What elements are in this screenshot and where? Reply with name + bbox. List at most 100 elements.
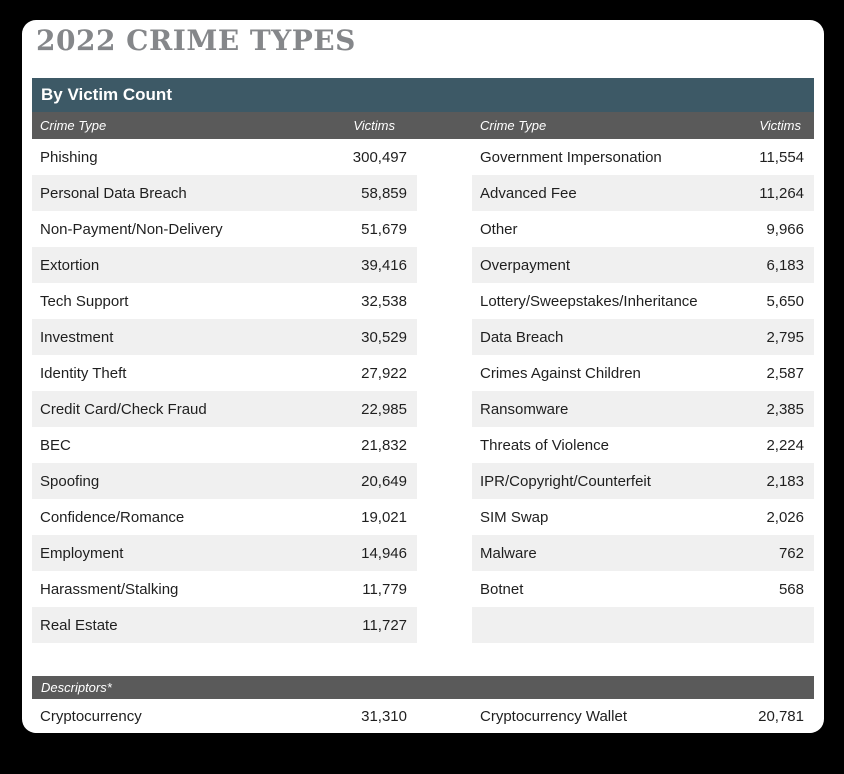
crime-type-cell: Identity Theft (40, 364, 127, 382)
table-row: Data Breach 2,795 (472, 319, 814, 355)
crime-type-cell: Extortion (40, 256, 100, 274)
column-header-victims: Victims (759, 118, 801, 133)
crime-type-cell: Cryptocurrency Wallet (480, 707, 627, 725)
table-row: Extortion 39,416 (32, 247, 417, 283)
crime-type-cell: Government Impersonation (480, 148, 662, 166)
victims-cell: 14,946 (361, 544, 407, 562)
victims-cell: 30,529 (361, 328, 407, 346)
crime-type-cell: Ransomware (480, 400, 569, 418)
crime-type-cell: IPR/Copyright/Counterfeit (480, 472, 651, 490)
table-row: Malware 762 (472, 535, 814, 571)
crime-type-cell: Non-Payment/Non-Delivery (40, 220, 223, 238)
table-row: Identity Theft 27,922 (32, 355, 417, 391)
table-rows-area: Phishing 300,497 Personal Data Breach 58,85… (32, 139, 814, 643)
table-row: Other 9,966 (472, 211, 814, 247)
column-header-gap (417, 112, 472, 139)
victims-cell: 27,922 (361, 364, 407, 382)
column-header-right: Crime Type Victims (472, 112, 814, 139)
victims-cell: 2,183 (766, 472, 804, 490)
column-header-victims: Victims (353, 118, 395, 133)
crime-type-cell: Spoofing (40, 472, 100, 490)
table-row (472, 607, 814, 643)
table-row: Advanced Fee 11,264 (472, 175, 814, 211)
crime-type-cell: Malware (480, 544, 537, 562)
section-header-by-victim-count: By Victim Count (32, 78, 814, 112)
victims-cell: 32,538 (361, 292, 407, 310)
table-row: Personal Data Breach 58,859 (32, 175, 417, 211)
table-row: Investment 30,529 (32, 319, 417, 355)
victims-cell: 6,183 (766, 256, 804, 274)
victims-cell: 762 (778, 544, 804, 562)
victims-cell: 2,026 (766, 508, 804, 526)
victims-cell: 20,781 (758, 707, 804, 725)
crime-type-cell: Real Estate (40, 616, 118, 634)
descriptor-pair: Cryptocurrency Wallet 20,781 (472, 708, 814, 725)
table-row: BEC 21,832 (32, 427, 417, 463)
column-header-bar: Crime Type Victims Crime Type Victims (32, 112, 814, 139)
victims-cell: 22,985 (361, 400, 407, 418)
crime-type-cell: Lottery/Sweepstakes/Inheritance (480, 292, 698, 310)
victims-cell: 568 (778, 580, 804, 598)
crime-type-cell: Employment (40, 544, 124, 562)
section-header-descriptors: Descriptors* (32, 676, 814, 699)
victims-cell: 21,832 (361, 436, 407, 454)
table-row: Real Estate 11,727 (32, 607, 417, 643)
table-row: Ransomware 2,385 (472, 391, 814, 427)
victims-cell: 2,385 (766, 400, 804, 418)
table-row: Phishing 300,497 (32, 139, 417, 175)
descriptor-pair: Cryptocurrency 31,310 (32, 708, 417, 725)
table-row: Harassment/Stalking 11,779 (32, 571, 417, 607)
victims-cell: 11,264 (759, 184, 804, 202)
crime-type-cell: Data Breach (480, 328, 564, 346)
crime-type-cell: Threats of Violence (480, 436, 609, 454)
victims-cell: 11,727 (362, 616, 407, 634)
crime-type-cell: Credit Card/Check Fraud (40, 400, 207, 418)
crime-type-cell: Harassment/Stalking (40, 580, 179, 598)
victim-count-table: By Victim Count Crime Type Victims Crime… (32, 78, 814, 643)
descriptors-row: Cryptocurrency 31,310 Cryptocurrency Wal… (32, 699, 814, 733)
victims-cell: 2,587 (766, 364, 804, 382)
crime-type-cell: Other (480, 220, 518, 238)
crime-type-cell: Crimes Against Children (480, 364, 641, 382)
report-page: 2022 CRIME TYPES By Victim Count Crime T… (22, 20, 824, 733)
table-row: Botnet 568 (472, 571, 814, 607)
victims-cell: 58,859 (361, 184, 407, 202)
table-row: IPR/Copyright/Counterfeit 2,183 (472, 463, 814, 499)
victims-cell: 11,779 (362, 580, 407, 598)
table-row: Overpayment 6,183 (472, 247, 814, 283)
table-row: Lottery/Sweepstakes/Inheritance 5,650 (472, 283, 814, 319)
table-row: Threats of Violence 2,224 (472, 427, 814, 463)
table-row: Confidence/Romance 19,021 (32, 499, 417, 535)
victims-cell: 300,497 (352, 148, 407, 166)
table-row: Non-Payment/Non-Delivery 51,679 (32, 211, 417, 247)
table-row: Credit Card/Check Fraud 22,985 (32, 391, 417, 427)
victims-cell: 19,021 (361, 508, 407, 526)
crime-type-cell: Phishing (40, 148, 98, 166)
crime-type-cell: Confidence/Romance (40, 508, 185, 526)
victims-cell: 2,795 (766, 328, 804, 346)
column-header-left: Crime Type Victims (32, 112, 417, 139)
page-title: 2022 CRIME TYPES (36, 24, 356, 57)
crime-type-cell: Advanced Fee (480, 184, 577, 202)
victims-cell: 20,649 (361, 472, 407, 490)
crime-type-cell: Botnet (480, 580, 524, 598)
victims-cell: 51,679 (361, 220, 407, 238)
crime-type-cell: BEC (40, 436, 71, 454)
section-header-label: By Victim Count (41, 85, 172, 104)
column-header-crime-type: Crime Type (40, 118, 107, 133)
column-header-crime-type: Crime Type (480, 118, 547, 133)
table-row: Employment 14,946 (32, 535, 417, 571)
left-table-column: Phishing 300,497 Personal Data Breach 58,85… (32, 139, 417, 643)
victims-cell: 11,554 (759, 148, 804, 166)
victims-cell: 39,416 (361, 256, 407, 274)
descriptors-header-label: Descriptors* (41, 680, 112, 695)
right-table-column: Government Impersonation 11,554 Advanced F… (472, 139, 814, 643)
crime-type-cell: Investment (40, 328, 114, 346)
victims-cell: 9,966 (766, 220, 804, 238)
table-row: Spoofing 20,649 (32, 463, 417, 499)
table-row: Crimes Against Children 2,587 (472, 355, 814, 391)
table-row: Government Impersonation 11,554 (472, 139, 814, 175)
crime-type-cell: SIM Swap (480, 508, 549, 526)
descriptors-table: Descriptors* Cryptocurrency 31,310 Crypt… (32, 676, 814, 733)
crime-type-cell: Cryptocurrency (40, 707, 142, 725)
